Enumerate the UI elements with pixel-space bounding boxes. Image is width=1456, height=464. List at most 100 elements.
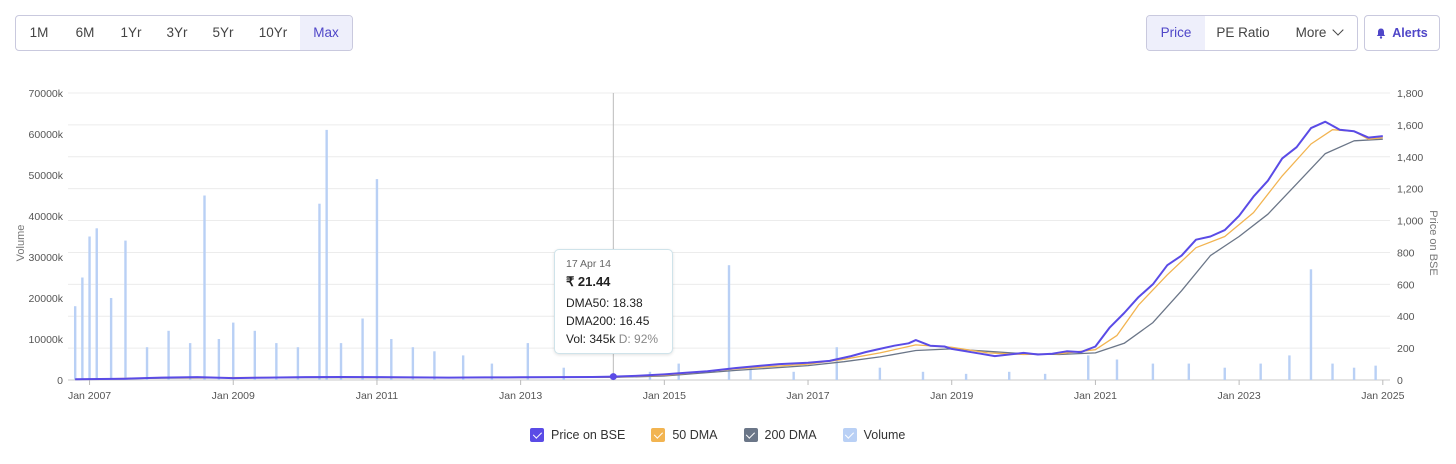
y-left-tick-label: 70000k <box>29 88 64 100</box>
volume-bar <box>1309 269 1313 380</box>
chart-legend: Price on BSE 50 DMA 200 DMA Volume <box>530 428 931 442</box>
x-tick-label: Jan 2023 <box>1218 390 1261 402</box>
more-label: More <box>1295 25 1327 40</box>
volume-bar <box>1043 373 1047 380</box>
tooltip-price: ₹ 21.44 <box>566 274 611 289</box>
volume-bar <box>461 355 465 380</box>
volume-bar <box>411 347 415 380</box>
volume-bar <box>749 367 752 380</box>
volume-bar <box>562 367 565 380</box>
range-selector: 1M 6M 1Yr 3Yr 5Yr 10Yr Max <box>15 15 353 51</box>
volume-bar <box>1374 365 1377 380</box>
tooltip-dma200: DMA200: 16.45 <box>566 314 650 328</box>
legend-label: 50 DMA <box>672 428 718 442</box>
volume-bar <box>217 339 221 380</box>
y-right-tick-label: 600 <box>1397 279 1415 291</box>
legend-label: Price on BSE <box>551 428 626 442</box>
volume-bar <box>526 343 530 380</box>
volume-bar <box>167 330 170 380</box>
legend-label: 200 DMA <box>764 428 817 442</box>
y-right-tick-label: 1,000 <box>1397 216 1423 228</box>
volume-bar <box>1087 355 1090 380</box>
y-right-tick-label: 1,800 <box>1397 88 1423 100</box>
y-right-tick-label: 0 <box>1397 375 1403 387</box>
y-left-tick-label: 40000k <box>29 211 64 223</box>
volume-bar <box>203 195 206 380</box>
range-button-10yr[interactable]: 10Yr <box>258 25 288 40</box>
range-button-1yr[interactable]: 1Yr <box>120 25 142 40</box>
volume-bar <box>1223 367 1226 380</box>
checkbox-icon[interactable] <box>530 428 544 442</box>
checkbox-icon[interactable] <box>743 428 758 442</box>
legend-item-dma50[interactable]: 50 DMA <box>651 428 718 442</box>
range-button-6m[interactable]: 6M <box>75 25 95 40</box>
y-right-tick-label: 800 <box>1397 247 1415 259</box>
volume-bar <box>361 318 364 380</box>
x-tick-label: Jan 2007 <box>68 390 111 402</box>
volume-bar <box>375 179 379 380</box>
x-tick-label: Jan 2011 <box>356 390 399 402</box>
x-tick-label: Jan 2019 <box>930 390 973 402</box>
range-button-max[interactable]: Max <box>300 16 352 50</box>
volume-bar <box>73 306 77 380</box>
chart-tooltip: 17 Apr 14 ₹ 21.44 DMA50: 18.38 DMA200: 1… <box>554 249 673 354</box>
y-right-tick-label: 400 <box>1397 311 1415 323</box>
volume-bar <box>275 343 278 380</box>
x-tick-label: Jan 2025 <box>1361 390 1404 402</box>
volume-bar <box>490 363 494 380</box>
x-tick-label: Jan 2013 <box>499 390 542 402</box>
hover-point <box>609 373 617 381</box>
legend-item-volume[interactable]: Volume <box>842 428 905 442</box>
alerts-label: Alerts <box>1392 26 1428 40</box>
volume-bar <box>1259 363 1262 380</box>
volume-bar <box>433 351 436 380</box>
more-button[interactable]: More <box>1281 16 1357 50</box>
volume-bar <box>1115 359 1119 380</box>
y-right-tick-label: 1,400 <box>1397 152 1423 164</box>
volume-bar <box>835 347 838 380</box>
price-volume-chart: 0 200 400 600 800 1,000 1,200 1,400 1,600 1,800 0 1… <box>15 88 1439 402</box>
checkbox-icon[interactable] <box>842 428 857 442</box>
tooltip-dma50: DMA50: 18.38 <box>566 296 643 310</box>
y-right-tick-label: 200 <box>1397 343 1415 355</box>
volume-bar <box>145 347 149 380</box>
y-left-tick-label: 10000k <box>29 334 64 346</box>
pe-ratio-button[interactable]: PE Ratio <box>1216 25 1270 40</box>
range-button-5yr[interactable]: 5Yr <box>212 25 234 40</box>
volume-bar <box>1288 355 1291 380</box>
x-tick-label: Jan 2009 <box>212 390 255 402</box>
legend-item-dma200[interactable]: 200 DMA <box>743 428 817 442</box>
range-button-1m[interactable]: 1M <box>29 25 49 40</box>
volume-bar <box>921 371 925 380</box>
tooltip-vol: Vol: 345k <box>566 332 616 346</box>
volume-bar <box>677 363 680 380</box>
volume-bar <box>232 322 235 380</box>
volume-bar <box>81 277 84 380</box>
alerts-button[interactable]: Alerts <box>1364 15 1440 51</box>
volume-bar <box>390 339 393 380</box>
legend-item-price[interactable]: Price on BSE <box>530 428 625 442</box>
volume-bar <box>1352 367 1356 380</box>
view-selector: Price PE Ratio More <box>1146 15 1358 51</box>
volume-bar <box>339 343 343 380</box>
series-line-price-on-bse <box>75 120 1383 381</box>
x-tick-label: Jan 2017 <box>786 390 829 402</box>
volume-bar <box>253 330 257 380</box>
y-right-axis-title: Price on BSE <box>1427 210 1439 275</box>
volume-bar <box>325 129 328 380</box>
volume-bar <box>1151 363 1155 380</box>
tooltip-delivery: D: 92% <box>618 332 659 346</box>
y-left-tick-label: 30000k <box>29 252 64 264</box>
checkbox-icon[interactable] <box>651 428 666 442</box>
volume-bar <box>124 240 127 380</box>
volume-bar <box>296 347 300 380</box>
tooltip-date: 17 Apr 14 <box>566 258 611 270</box>
volume-bar <box>1187 363 1191 380</box>
volume-bar <box>1008 371 1011 380</box>
volume-bar <box>188 343 192 380</box>
y-left-tick-label: 50000k <box>29 170 64 182</box>
volume-bar <box>964 373 968 380</box>
y-left-tick-label: 20000k <box>29 293 64 305</box>
range-button-3yr[interactable]: 3Yr <box>166 25 188 40</box>
price-button[interactable]: Price <box>1147 16 1205 50</box>
